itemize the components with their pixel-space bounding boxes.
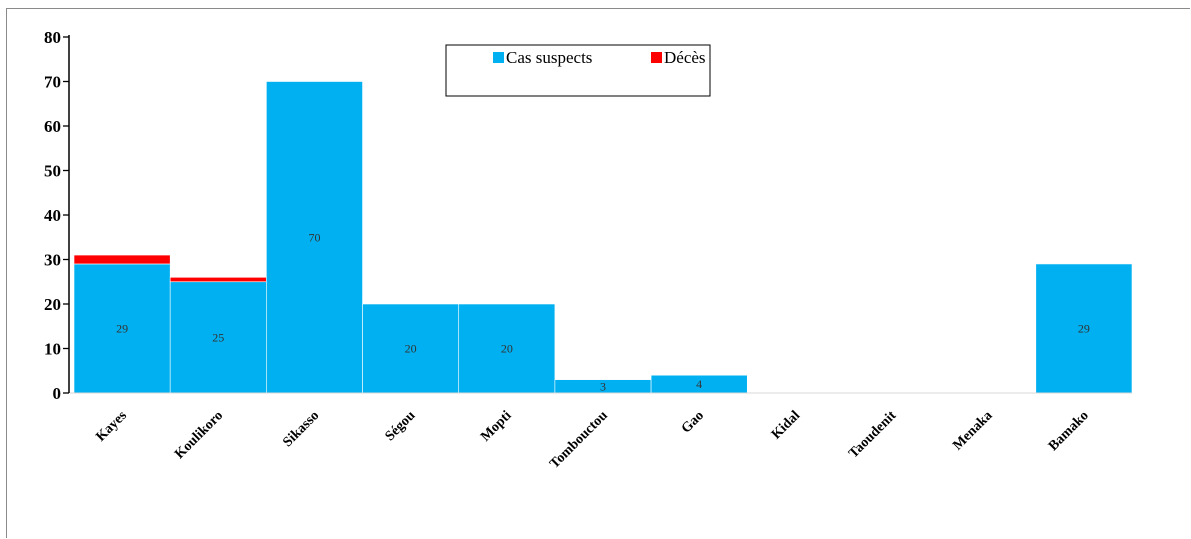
x-tick-label-8: Taoudenit [846,408,899,461]
y-tick-label-6: 60 [44,117,61,136]
data-label-2: 70 [308,230,320,244]
legend-swatch-1 [651,52,662,63]
x-ticks-layer: Kayes Koulikoro Sikasso Ségou Mopti Tomboucto… [93,408,1091,472]
x-tick-label-9: Menaka [950,408,995,453]
bar-cas-suspects-0 [73,263,171,394]
data-label-0: 29 [116,321,128,335]
y-tick-label-3: 30 [44,251,61,270]
y-tick-label-5: 50 [44,162,61,181]
legend-label-0: Cas suspects [506,48,592,67]
data-labels-layer: 29 25 70 20 20 3 4 29 [116,230,1090,393]
x-tick-label-5: Tombouctou [547,408,611,472]
data-label-4: 20 [501,342,513,356]
bar-cas-suspects-1 [169,281,267,394]
x-tick-label-4: Mopti [478,408,515,445]
bars-layer [73,81,1133,394]
y-tick-label-2: 20 [44,295,61,314]
chart-frame [6,8,1190,538]
bar-cas-suspects-10 [1035,263,1133,394]
x-tick-label-3: Ségou [383,408,419,444]
y-tick-label-0: 0 [53,384,62,403]
data-label-3: 20 [405,342,417,356]
legend-swatch-0 [493,52,504,63]
bar-cas-suspects-3 [362,303,460,394]
x-tick-label-7: Kidal [769,408,803,442]
y-ticks-layer: 0 10 20 30 40 50 60 70 80 [44,28,69,403]
bar-cas-suspects-4 [458,303,556,394]
x-tick-label-6: Gao [679,408,707,436]
data-label-10: 29 [1078,321,1090,335]
legend-box [445,44,711,97]
data-label-6: 4 [696,377,702,391]
data-label-1: 25 [212,330,224,344]
bar-cas-suspects-2 [266,81,363,394]
y-tick-label-7: 70 [44,73,61,92]
legend-label-1: Décès [664,48,706,67]
y-tick-label-1: 10 [44,340,61,359]
legend: Cas suspects Décès [445,44,711,97]
y-tick-label-4: 40 [44,206,61,225]
x-tick-label-1: Koulikoro [172,408,226,462]
data-label-5: 3 [600,379,606,393]
bar-deces-1 [169,276,267,283]
x-tick-label-2: Sikasso [280,408,322,450]
y-tick-label-8: 80 [44,28,61,47]
x-tick-label-10: Bamako [1046,408,1092,454]
bar-deces-0 [73,254,171,265]
x-tick-label-0: Kayes [93,408,130,445]
axes-layer [68,35,1132,394]
